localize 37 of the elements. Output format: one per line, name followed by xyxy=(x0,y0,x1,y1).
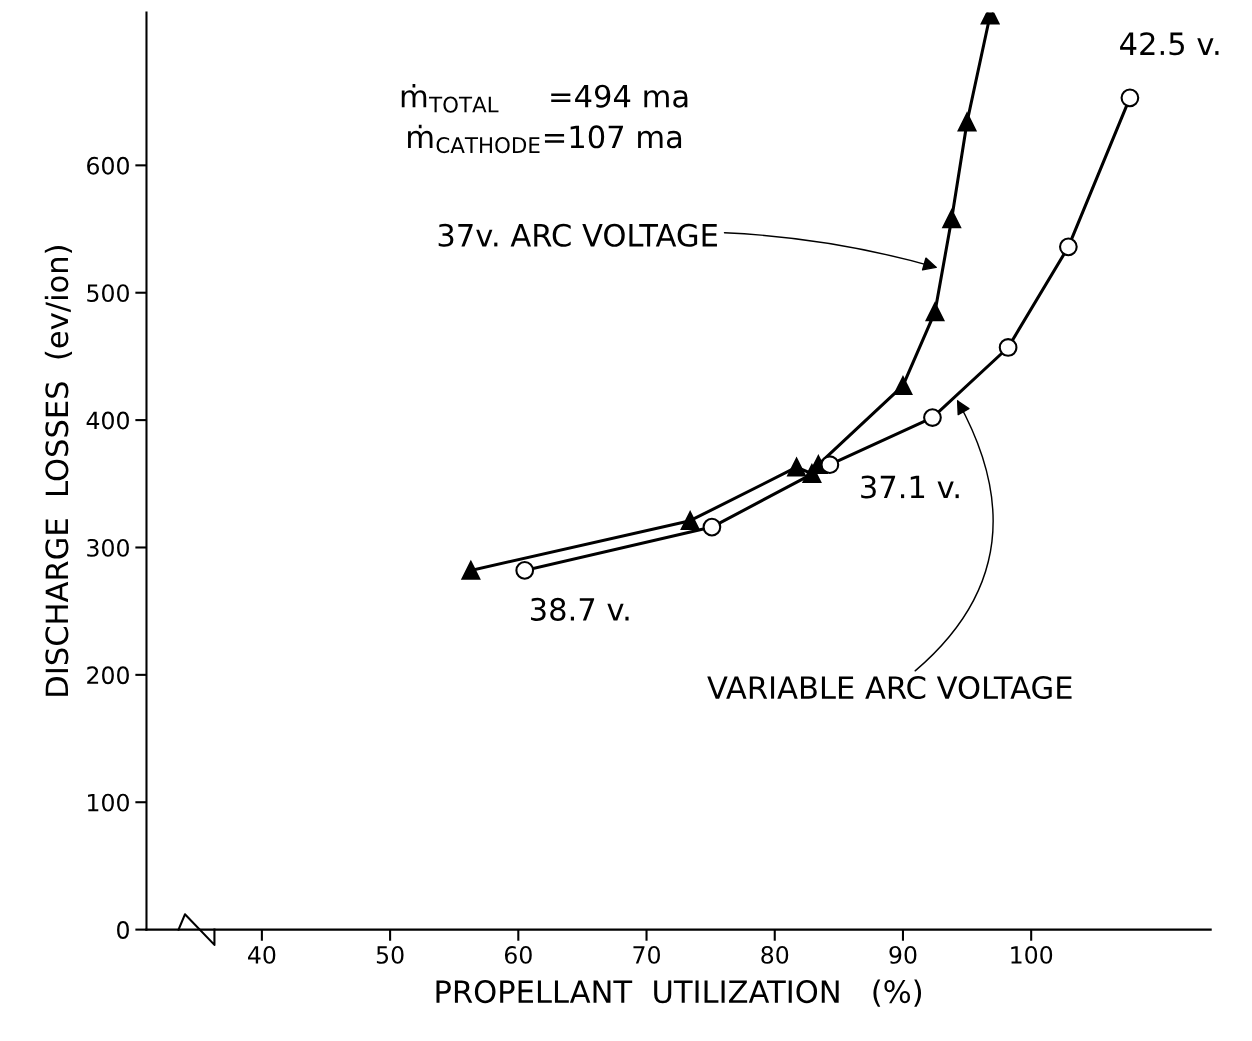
x-tick-label: 100 xyxy=(1011,946,1053,964)
x-tick-label: 80 xyxy=(761,946,789,964)
point xyxy=(893,376,913,396)
point xyxy=(942,209,962,229)
point xyxy=(998,338,1018,357)
point xyxy=(1120,88,1140,108)
x-tick-label: 40 xyxy=(248,946,276,964)
x-tick-label: 50 xyxy=(376,946,404,964)
x-tick-label: 90 xyxy=(889,946,917,964)
text: ṁ$_{TOTAL}$ =494 ma xyxy=(401,84,688,113)
point xyxy=(1058,237,1078,257)
annotation: ṁ$_{CATHODE}$=107 ma xyxy=(408,124,682,154)
point xyxy=(787,457,806,477)
point xyxy=(925,302,945,322)
point xyxy=(702,517,722,537)
y-axis-title: DISCHARGE LOSSES (ev/ion) xyxy=(44,246,73,696)
point xyxy=(515,561,535,580)
point xyxy=(680,511,700,531)
point xyxy=(957,112,977,132)
annotation: VARIABLE ARC VOLTAGE xyxy=(707,675,1072,700)
y-tick-label: 0 xyxy=(117,921,129,939)
point xyxy=(820,455,840,475)
y-tick-label: 400 xyxy=(86,411,129,430)
y-tick-label: 300 xyxy=(87,538,129,557)
y-tick-label: 600 xyxy=(87,156,129,175)
annotation: 38.7 v. xyxy=(531,597,629,621)
annotation: 37v. ARC VOLTAGE xyxy=(438,223,717,247)
annotation: 37.1 v. xyxy=(861,475,959,499)
y-tick-label: 500 xyxy=(87,284,129,303)
point xyxy=(923,408,942,427)
annotation: 42.5 v. xyxy=(1120,32,1219,56)
y-tick-label: 100 xyxy=(88,793,129,812)
x-axis-title: PROPELLANT UTILIZATION (%) xyxy=(436,979,922,1007)
y-tick-label: 200 xyxy=(87,666,129,685)
point xyxy=(461,561,481,580)
x-tick-label: 70 xyxy=(633,946,660,964)
x-tick-label: 60 xyxy=(504,946,532,964)
